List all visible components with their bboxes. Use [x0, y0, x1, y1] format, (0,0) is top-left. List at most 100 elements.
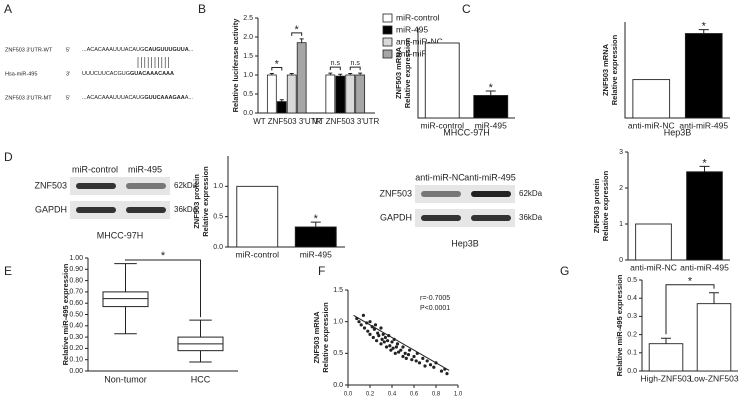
point	[361, 313, 365, 317]
point	[368, 332, 372, 336]
y-tick-label: 0.5	[627, 277, 637, 284]
y-tick-label: 0.1	[627, 350, 637, 357]
y-axis-label: Relative miR-495 expression	[615, 274, 624, 376]
error-bar	[279, 99, 284, 102]
point	[425, 359, 429, 363]
lane-label: miR-control	[72, 164, 118, 174]
panel-label: F	[318, 264, 325, 278]
point	[375, 339, 379, 343]
point	[395, 342, 400, 346]
point	[393, 351, 397, 355]
x-tick-label: 0.8	[432, 392, 441, 398]
y-tick-label: 2	[619, 185, 623, 192]
y-tick-label: 1.5	[243, 53, 253, 60]
x-tick-label: anti-miR-495	[680, 262, 729, 272]
x-tick-label: MT ZNF503 3'UTR	[312, 117, 379, 126]
bracket	[271, 66, 283, 71]
y-tick-label: 0.0	[627, 368, 637, 375]
blot-strip	[415, 185, 515, 203]
point	[380, 337, 384, 341]
sequence: UUUCUUCACGUGGUACAAACAAA	[82, 71, 174, 77]
bar	[296, 42, 307, 114]
y-tick-label: 3	[619, 149, 623, 156]
y-tick-label: 0.70	[69, 289, 83, 296]
whisker-low	[189, 350, 212, 363]
point	[421, 356, 425, 360]
band	[76, 183, 116, 189]
point	[373, 323, 378, 327]
bar	[236, 185, 279, 248]
x-tick-label: 0.4	[388, 392, 397, 398]
lane-label: anti-miR-NC	[415, 172, 465, 182]
row-label: ZNF503	[379, 188, 412, 198]
point	[401, 345, 405, 349]
y-axis-label: Relative expression	[201, 166, 210, 237]
bar	[345, 74, 356, 114]
panel-label: G	[560, 264, 569, 278]
band	[421, 191, 461, 197]
bracket	[329, 66, 341, 71]
point	[379, 342, 383, 346]
point	[428, 363, 433, 367]
error-bar	[338, 73, 343, 77]
blot-strip	[415, 209, 515, 227]
point	[423, 364, 427, 368]
x-tick-label: anti-miR-NC	[628, 120, 675, 130]
y-tick-label: 1.0	[243, 72, 253, 79]
seq-name: ZNF503 3'UTR-MT	[5, 95, 52, 101]
y-tick-label: 0.90	[69, 266, 83, 273]
lane-label: anti-miR-495	[464, 172, 516, 182]
y-tick-label: 1.00	[69, 255, 83, 262]
y-tick-label: 0.30	[69, 334, 83, 341]
y-tick-label: 2.5	[243, 15, 253, 22]
point	[408, 348, 412, 352]
point	[381, 332, 385, 336]
band	[126, 207, 166, 213]
lane-label: miR-495	[128, 164, 162, 174]
annotation: r=-0.7005	[420, 295, 450, 302]
cell-label: MHCC-97H	[97, 230, 144, 240]
seq-plain: UUUCUUCACGUG	[82, 71, 130, 77]
y-tick-label: 0.2	[627, 331, 637, 338]
y-tick-label: 0.0	[213, 244, 223, 251]
x-tick-label: 1.0	[454, 392, 463, 398]
error-bar	[698, 29, 709, 34]
x-tick-label: miR-495	[475, 120, 507, 130]
point	[445, 372, 449, 376]
point	[384, 345, 389, 349]
x-tick-label: anti-miR-NC	[630, 262, 677, 272]
band	[126, 183, 166, 189]
x-tick-label: miR-control	[236, 249, 280, 259]
x-tick-label: HCC	[191, 374, 211, 384]
point	[412, 354, 416, 359]
annotation: *	[702, 157, 707, 169]
y-axis-label: ZNF503 mRNA	[394, 46, 403, 99]
bar	[696, 303, 732, 372]
point	[389, 348, 393, 352]
y-tick-label: 1	[619, 221, 623, 228]
bracket	[291, 32, 303, 36]
x-tick-label: 0.2	[366, 392, 375, 398]
size-label: 62kDa	[519, 189, 543, 198]
seq-bold: GUACAAACAAA	[130, 71, 174, 77]
y-tick-label: 0.4	[627, 295, 637, 302]
point	[397, 350, 401, 354]
bar	[635, 223, 672, 261]
bracket	[665, 284, 715, 335]
point	[401, 354, 405, 359]
bar	[325, 74, 336, 114]
whisker-low	[114, 306, 137, 335]
sequence: ...ACACAAAUUUACAUGCAUGUUUGUUA...	[82, 47, 194, 53]
fit-line	[353, 314, 450, 371]
y-tick-label: 2.0	[243, 34, 253, 41]
bar	[648, 343, 684, 372]
point	[366, 329, 370, 333]
point	[404, 356, 408, 360]
legend-label: miR-495	[396, 24, 428, 34]
size-label: 62kDa	[174, 181, 198, 190]
y-axis-label: ZNF503 protein	[192, 174, 201, 229]
point	[406, 353, 411, 357]
point	[376, 331, 380, 335]
x-tick-label: anti-miR-495	[679, 120, 728, 130]
point	[394, 345, 398, 349]
